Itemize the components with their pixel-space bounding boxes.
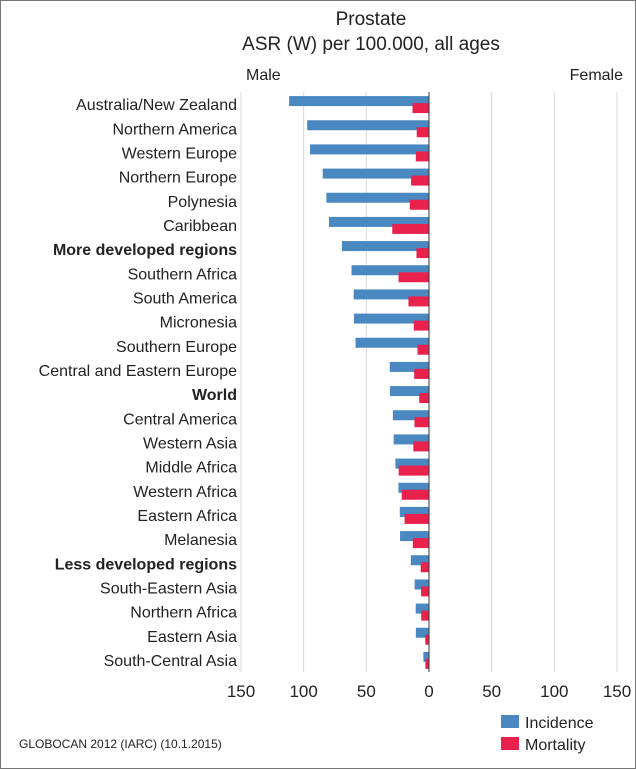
chart-title-line-1: Prostate <box>336 9 407 30</box>
x-tick-label: 0 <box>424 682 433 701</box>
category-labels: Australia/New Zealand Northern America Wes… <box>39 97 237 670</box>
incidence-bar <box>328 216 429 227</box>
x-tick-label: 100 <box>540 682 568 701</box>
mortality-bar <box>398 465 429 476</box>
category-label: World <box>192 387 237 404</box>
category-label: Northern Africa <box>130 605 237 622</box>
incidence-bar <box>353 289 429 300</box>
incidence-bar <box>415 603 429 614</box>
category-label: South-Eastern Asia <box>100 580 237 597</box>
category-label: Southern Africa <box>128 266 238 283</box>
source-note: GLOBOCAN 2012 (IARC) (10.1.2015) <box>19 737 222 751</box>
category-label: Eastern Africa <box>137 508 237 525</box>
category-label: Northern Europe <box>119 170 237 187</box>
x-tick-label: 50 <box>482 682 501 701</box>
mortality-bar <box>416 127 429 138</box>
mortality-bar <box>421 610 429 621</box>
legend-mortality-label: Mortality <box>525 737 585 754</box>
x-tick-label: 50 <box>357 682 376 701</box>
mortality-bar <box>398 272 429 283</box>
incidence-bar <box>392 410 429 421</box>
mortality-bar <box>415 151 429 162</box>
male-side-label: Male <box>246 67 281 84</box>
legend-incidence-label: Incidence <box>525 715 594 732</box>
category-label: South America <box>133 290 237 307</box>
mortality-bar <box>425 658 429 669</box>
mortality-bar <box>409 199 429 210</box>
mortality-bar <box>425 634 429 645</box>
category-label: Western Asia <box>143 435 237 452</box>
incidence-bar <box>423 651 429 662</box>
chart-title: Prostate ASR (W) per 100.000, all ages <box>242 9 500 55</box>
incidence-bar <box>400 531 429 542</box>
category-label: Caribbean <box>163 218 237 235</box>
category-label: Melanesia <box>164 532 237 549</box>
mortality-bar <box>413 320 429 331</box>
mortality-bar <box>413 441 429 452</box>
mortality-bar <box>408 296 429 307</box>
x-tick-label: 100 <box>289 682 317 701</box>
category-label: Middle Africa <box>145 460 237 477</box>
incidence-bar <box>307 120 429 131</box>
legend-mortality-swatch <box>501 737 519 750</box>
incidence-bar <box>390 386 429 397</box>
category-label: South-Central Asia <box>104 653 238 670</box>
category-label: Australia/New Zealand <box>76 97 237 114</box>
incidence-bar <box>289 96 429 107</box>
bars <box>289 96 429 669</box>
incidence-bar <box>399 506 429 517</box>
incidence-bar <box>310 144 429 155</box>
chart-title-line-2: ASR (W) per 100.000, all ages <box>242 34 500 55</box>
mortality-bar <box>416 248 429 259</box>
incidence-bar <box>354 313 429 324</box>
category-label: Southern Europe <box>116 339 237 356</box>
incidence-bar <box>398 482 429 493</box>
category-label: Micronesia <box>160 315 237 332</box>
incidence-bar <box>389 361 429 372</box>
incidence-bar <box>393 434 429 445</box>
category-label: Less developed regions <box>55 556 237 573</box>
gridlines <box>240 92 618 672</box>
incidence-bar <box>415 627 429 638</box>
incidence-bar <box>395 458 429 469</box>
category-label: Western Africa <box>133 484 237 501</box>
legend: Incidence Mortality <box>501 715 594 754</box>
mortality-bar <box>412 103 429 114</box>
mortality-bar <box>417 344 429 355</box>
category-label: Western Europe <box>122 145 237 162</box>
mortality-bar <box>412 538 429 549</box>
mortality-bar <box>421 586 429 597</box>
incidence-bar <box>322 168 429 179</box>
incidence-bar <box>414 579 429 590</box>
category-label: More developed regions <box>53 242 237 259</box>
category-label: Northern America <box>113 121 238 138</box>
category-label: Central and Eastern Europe <box>39 363 237 380</box>
x-axis-tick-labels: 150 100 50 0 50 100 150 <box>227 682 631 701</box>
incidence-bar <box>351 265 429 276</box>
category-label: Polynesia <box>168 194 237 211</box>
legend-incidence-swatch <box>501 715 519 728</box>
x-tick-label: 150 <box>227 682 255 701</box>
incidence-bar <box>326 192 429 203</box>
mortality-bar <box>414 417 429 428</box>
incidence-bar <box>410 555 429 566</box>
mortality-bar <box>414 368 429 379</box>
mortality-bar <box>401 489 429 500</box>
category-label: Eastern Asia <box>147 629 237 646</box>
female-side-label: Female <box>570 67 623 84</box>
mortality-bar <box>404 513 429 524</box>
incidence-bar <box>355 337 429 348</box>
category-label: Central America <box>123 411 237 428</box>
mortality-bar <box>419 393 429 404</box>
mortality-bar <box>420 562 429 573</box>
mortality-bar <box>392 223 429 234</box>
mortality-bar <box>411 175 429 186</box>
incidence-bar <box>341 241 429 252</box>
x-tick-label: 150 <box>603 682 631 701</box>
